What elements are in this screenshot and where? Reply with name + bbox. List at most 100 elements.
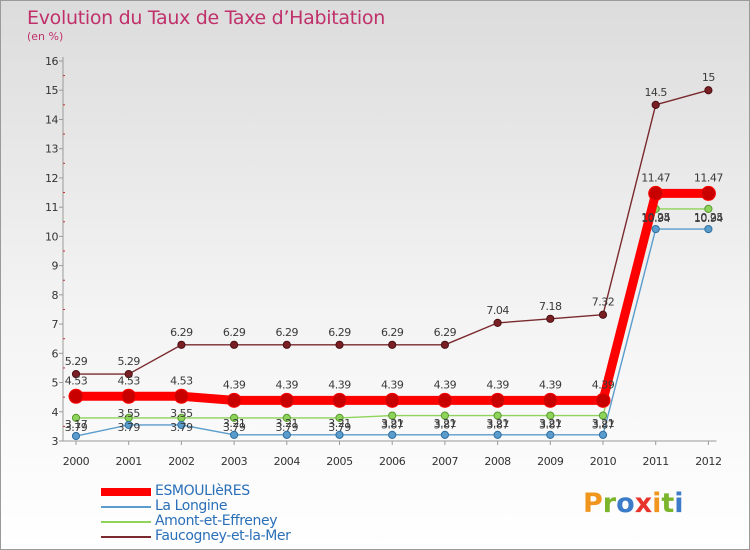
y-tick-label: 3	[52, 435, 59, 448]
legend-label: Amont-et-Effreney	[155, 513, 278, 529]
data-label-la-longine: 3.21	[539, 417, 562, 430]
y-tick-label: 13	[45, 143, 58, 156]
data-point-esmouli-res	[173, 388, 189, 404]
brand-letter: i	[652, 488, 662, 519]
data-label-esmouli-res: 4.39	[381, 378, 404, 391]
y-tick-label: 6	[52, 347, 59, 360]
legend-swatch	[101, 536, 151, 538]
data-label-la-longine: 10.25	[694, 211, 723, 224]
data-label-amont-et-effreney: 3.79	[170, 421, 193, 434]
data-label-amont-et-effreney: 3.79	[65, 421, 88, 434]
data-label-esmouli-res: 4.39	[328, 378, 351, 391]
data-point-esmouli-res	[542, 392, 558, 408]
data-label-la-longine: 3.21	[223, 417, 246, 430]
data-label-esmouli-res: 11.47	[694, 171, 723, 184]
data-point-la-longine	[282, 430, 291, 439]
y-tick-label: 16	[45, 55, 58, 68]
data-label-amont-et-effreney: 3.87	[592, 419, 615, 432]
data-label-faucogney-et-la-mer: 6.29	[276, 326, 299, 339]
data-label-amont-et-effreney: 3.79	[328, 421, 351, 434]
data-label-amont-et-effreney: 3.87	[539, 419, 562, 432]
brand-letter: P	[583, 488, 603, 519]
data-point-la-longine	[546, 430, 555, 439]
data-point-faucogney-et-la-mer	[388, 340, 397, 349]
data-point-la-longine	[177, 420, 186, 430]
y-tick-label: 10	[45, 230, 58, 243]
data-label-amont-et-effreney: 3.79	[117, 421, 140, 434]
data-point-amont-et-effreney	[71, 413, 81, 423]
data-label-faucogney-et-la-mer: 7.04	[486, 304, 509, 317]
data-point-esmouli-res	[279, 392, 295, 408]
data-label-faucogney-et-la-mer: 7.32	[592, 296, 615, 309]
data-label-esmouli-res: 4.39	[539, 378, 562, 391]
data-point-faucogney-et-la-mer	[335, 340, 344, 349]
x-tick-label: 2009	[537, 455, 564, 468]
y-tick-label: 11	[45, 201, 58, 214]
y-tick-label: 7	[52, 318, 59, 331]
data-label-esmouli-res: 4.39	[592, 378, 615, 391]
data-label-la-longine: 3.17	[65, 418, 88, 431]
data-point-la-longine	[704, 224, 713, 234]
data-point-esmouli-res	[121, 388, 137, 404]
data-point-la-longine	[440, 430, 449, 439]
data-labels: 5.29 5.29 6.29 6.29 6.29 6.29 6.29 6.29 7.04 7.18…	[65, 71, 724, 434]
data-label-esmouli-res: 4.39	[434, 378, 457, 391]
x-tick-label: 2000	[63, 455, 90, 468]
data-label-amont-et-effreney: 10.94	[694, 212, 723, 225]
data-label-esmouli-res: 4.39	[223, 378, 246, 391]
data-point-la-longine	[651, 224, 660, 234]
data-point-esmouli-res	[595, 392, 611, 408]
data-point-amont-et-effreney	[598, 411, 608, 420]
y-tick-label: 9	[52, 260, 59, 273]
legend-swatch	[101, 506, 151, 508]
data-label-faucogney-et-la-mer: 14.5	[644, 86, 667, 99]
data-point-la-longine	[598, 430, 608, 439]
data-label-la-longine: 3.21	[276, 417, 299, 430]
y-axis-unit-label: (en %)	[27, 30, 64, 43]
data-label-faucogney-et-la-mer: 5.29	[117, 355, 140, 368]
data-point-amont-et-effreney	[282, 413, 291, 423]
brand-letter: i	[674, 488, 684, 519]
data-point-esmouli-res	[384, 392, 400, 408]
data-label-faucogney-et-la-mer: 6.29	[381, 326, 404, 339]
data-point-faucogney-et-la-mer	[546, 314, 555, 323]
x-tick-label: 2007	[432, 455, 459, 468]
data-point-amont-et-effreney	[335, 413, 344, 423]
x-tick-label: 2011	[642, 455, 668, 468]
legend-label: Faucogney-et-la-Mer	[155, 528, 291, 544]
legend-swatch	[101, 521, 151, 523]
data-label-faucogney-et-la-mer: 6.29	[223, 326, 246, 339]
data-label-amont-et-effreney: 3.87	[434, 419, 457, 432]
data-point-amont-et-effreney	[493, 411, 502, 420]
x-tick-label: 2012	[695, 455, 721, 468]
data-point-amont-et-effreney	[704, 204, 713, 214]
x-tick-label: 2003	[221, 455, 248, 468]
data-label-esmouli-res: 4.39	[486, 378, 509, 391]
data-point-la-longine	[71, 431, 81, 441]
data-point-faucogney-et-la-mer	[651, 100, 660, 109]
data-point-faucogney-et-la-mer	[440, 340, 449, 349]
data-label-faucogney-et-la-mer: 15	[702, 71, 715, 84]
data-point-faucogney-et-la-mer	[71, 369, 81, 379]
data-point-la-longine	[124, 420, 133, 430]
data-point-la-longine	[230, 430, 239, 439]
brand-logo: Proxiti	[583, 488, 684, 519]
data-point-esmouli-res	[700, 185, 716, 201]
brand-letter: t	[661, 488, 675, 519]
data-label-la-longine: 3.21	[486, 417, 509, 430]
data-point-faucogney-et-la-mer	[704, 86, 713, 95]
legend-label: La Longine	[155, 498, 228, 514]
data-point-faucogney-et-la-mer	[493, 318, 502, 328]
data-label-faucogney-et-la-mer: 6.29	[434, 326, 457, 339]
y-tick-label: 5	[52, 377, 59, 390]
data-label-esmouli-res: 4.53	[65, 374, 88, 387]
x-tick-label: 2004	[274, 455, 301, 468]
y-tick-label: 14	[45, 113, 58, 126]
data-label-amont-et-effreney: 10.94	[641, 212, 670, 225]
data-label-faucogney-et-la-mer: 6.29	[170, 326, 193, 339]
axes: 3 4 5 6 7 8 9 10 11 12 13 14 15 16 2000 2001 2002 2003 200…	[45, 55, 722, 468]
data-point-amont-et-effreney	[388, 411, 397, 420]
data-point-amont-et-effreney	[440, 411, 449, 420]
